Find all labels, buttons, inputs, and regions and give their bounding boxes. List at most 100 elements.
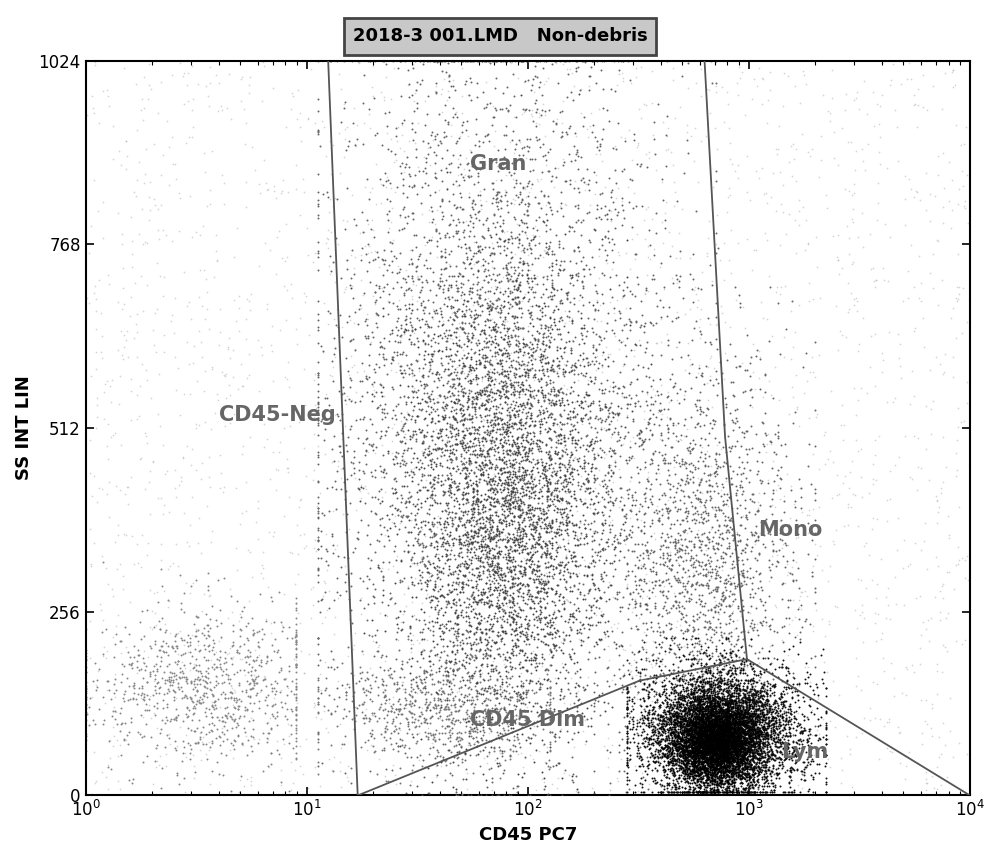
Point (732, 682, 748, 696)
Point (725, 723, 741, 737)
Point (482, 56, 498, 70)
Point (511, 469, 527, 483)
Point (489, 597, 505, 611)
Point (427, 561, 443, 575)
Point (703, 350, 719, 363)
Point (732, 736, 748, 750)
Point (81, 247, 97, 260)
Point (689, 727, 705, 740)
Point (848, 651, 864, 665)
Point (720, 733, 736, 746)
Point (506, 509, 522, 523)
Point (554, 491, 570, 505)
Point (792, 732, 808, 746)
Point (391, 265, 407, 279)
Point (703, 695, 719, 709)
Point (196, 384, 212, 398)
Point (500, 367, 516, 381)
Point (222, 388, 238, 402)
Point (712, 737, 728, 751)
Point (737, 759, 753, 773)
Point (724, 693, 740, 707)
Point (764, 709, 780, 722)
Point (656, 679, 672, 692)
Point (910, 431, 926, 445)
Point (160, 648, 176, 661)
Point (687, 771, 703, 784)
Point (684, 672, 700, 685)
Point (459, 636, 475, 649)
Point (511, 295, 527, 309)
Point (738, 769, 754, 783)
Point (673, 719, 689, 733)
Point (628, 722, 644, 735)
Point (695, 758, 711, 772)
Point (566, 367, 582, 381)
Point (434, 549, 450, 563)
Point (752, 664, 768, 678)
Point (284, 546, 300, 560)
Point (715, 750, 731, 764)
Point (112, 484, 128, 497)
Point (358, 458, 374, 472)
Point (639, 596, 655, 610)
Point (503, 419, 519, 433)
Point (769, 652, 785, 666)
Point (431, 547, 447, 561)
Point (724, 720, 740, 734)
Point (435, 489, 451, 503)
Point (731, 698, 747, 712)
Point (665, 695, 681, 709)
Point (404, 763, 420, 777)
Point (487, 487, 503, 501)
Point (480, 443, 496, 457)
Point (623, 664, 639, 678)
Point (670, 310, 686, 324)
Point (481, 594, 497, 608)
Point (483, 461, 499, 475)
Point (417, 480, 433, 494)
Point (682, 267, 698, 281)
Point (406, 104, 422, 118)
Point (566, 462, 582, 476)
Point (493, 499, 509, 513)
Point (611, 662, 627, 676)
Point (712, 775, 728, 789)
Point (407, 322, 423, 336)
Point (740, 712, 756, 726)
Point (744, 662, 760, 676)
Point (501, 527, 517, 540)
Point (507, 543, 523, 557)
Point (504, 250, 520, 264)
Point (463, 573, 479, 587)
Point (510, 609, 526, 623)
Point (746, 743, 762, 757)
Point (198, 746, 214, 760)
Point (744, 707, 760, 721)
Point (695, 717, 711, 731)
Point (528, 521, 544, 534)
Point (370, 688, 386, 702)
Point (614, 387, 630, 400)
Point (700, 729, 716, 743)
Point (619, 741, 635, 755)
Point (685, 671, 701, 685)
Point (505, 586, 521, 600)
Point (537, 348, 553, 362)
Point (632, 338, 648, 352)
Point (688, 674, 704, 688)
Point (726, 716, 742, 729)
Point (451, 576, 467, 589)
Point (693, 757, 709, 771)
Point (693, 713, 709, 727)
Point (688, 734, 704, 748)
Point (390, 707, 406, 721)
Point (766, 680, 782, 694)
Point (724, 700, 740, 714)
Point (757, 369, 773, 382)
Point (499, 557, 515, 570)
Point (219, 708, 235, 722)
Point (745, 749, 761, 763)
Point (499, 54, 515, 68)
Point (491, 452, 507, 466)
